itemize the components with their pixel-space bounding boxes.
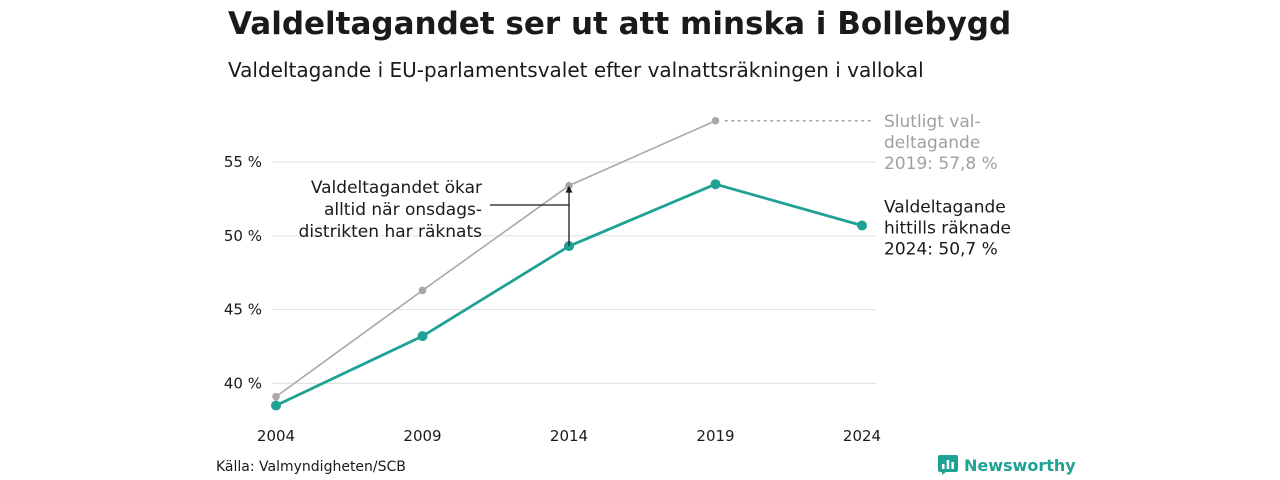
y-tick-label: 40 % — [224, 374, 262, 392]
y-tick-label: 55 % — [224, 153, 262, 171]
chart-title: Valdeltagandet ser ut att minska i Bolle… — [228, 6, 1012, 42]
increase-note-label: Valdeltagandet ökar — [311, 178, 482, 198]
series-line-final — [275, 120, 716, 398]
increase-note-label: alltid när onsdags- — [324, 200, 482, 220]
brand-name: Newsworthy — [964, 455, 1076, 475]
bar-chart-logo-icon — [938, 455, 958, 475]
data-point-final — [418, 286, 427, 295]
data-point-final — [711, 116, 720, 125]
counted-turnout-label: 2024: 50,7 % — [884, 239, 998, 259]
data-point-counted — [271, 400, 281, 411]
data-point-counted — [710, 179, 721, 190]
data-point-counted — [417, 331, 428, 342]
y-tick-label: 45 % — [224, 301, 262, 319]
final-turnout-label: Slutligt val- — [884, 112, 981, 132]
annotation-arrowhead — [565, 185, 573, 193]
final-turnout-label: 2019: 57,8 % — [884, 154, 998, 174]
final-turnout-label: deltagande — [884, 133, 980, 153]
line-chart: 40 % 45 % 50 % 55 % 2004 2009 2014 2019 2024 Slu… — [224, 112, 1011, 445]
data-point-counted — [857, 220, 867, 231]
chart-subtitle: Valdeltagande i EU-parlamentsvalet efter… — [228, 58, 924, 82]
x-tick-label: 2014 — [550, 427, 588, 445]
x-tick-label: 2024 — [843, 427, 881, 445]
increase-note-label: distrikten har räknats — [299, 222, 483, 242]
x-tick-label: 2004 — [257, 427, 295, 445]
brand-logo: Newsworthy — [938, 455, 1076, 475]
source-note: Källa: Valmyndigheten/SCB — [216, 459, 406, 475]
x-tick-label: 2009 — [403, 427, 441, 445]
counted-turnout-label: Valdeltagande — [884, 197, 1006, 217]
counted-turnout-label: hittills räknade — [884, 218, 1011, 238]
x-tick-label: 2019 — [696, 427, 734, 445]
y-tick-label: 50 % — [224, 227, 262, 245]
data-point-final — [272, 392, 280, 401]
